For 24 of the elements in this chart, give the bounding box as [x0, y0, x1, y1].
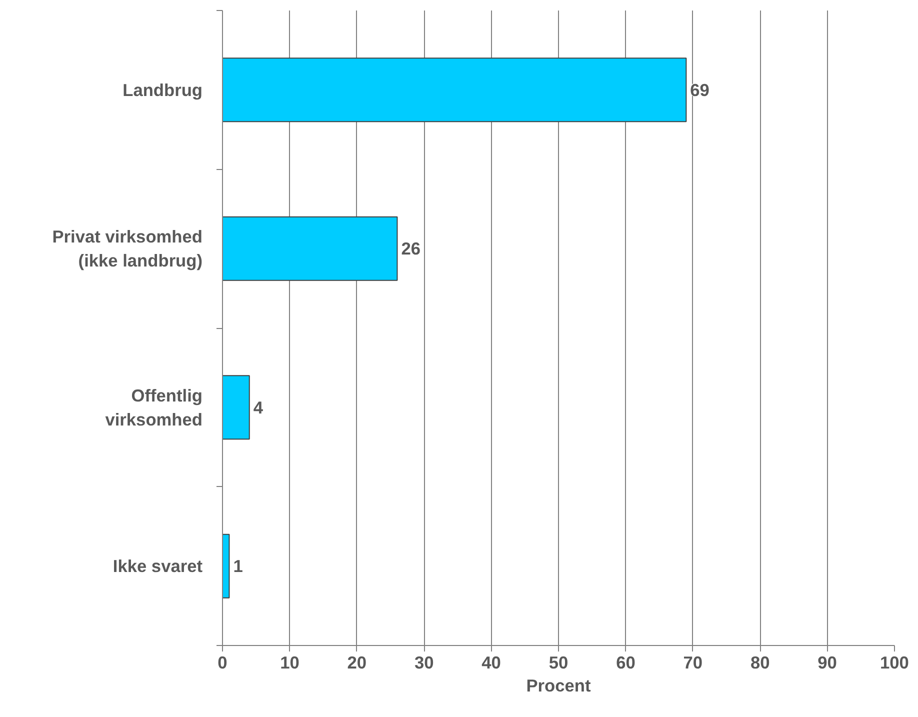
y-tick-label: Landbrug [122, 80, 202, 100]
x-tick-label: 70 [683, 652, 703, 672]
x-axis-title: Procent [526, 676, 591, 696]
y-tick-label: Offentlig virksomhed [105, 385, 203, 430]
bar [222, 534, 230, 598]
bar [222, 375, 250, 440]
x-tick-label: 20 [347, 652, 367, 672]
x-tick-label: 80 [750, 652, 770, 672]
bar [222, 58, 687, 122]
x-tick-label: 50 [548, 652, 568, 672]
y-tick-label: Ikke svaret [112, 556, 203, 576]
x-tick-label: 100 [880, 652, 909, 672]
data-label: 26 [401, 238, 421, 259]
x-tick-label: 40 [482, 652, 501, 672]
x-tick-label: 30 [414, 652, 434, 672]
x-tick-label: 90 [818, 652, 837, 672]
x-tick-label: 10 [280, 652, 300, 672]
y-tick-label: Privat virksomhed (ikke landbrug) [52, 226, 203, 271]
x-tick-label: 0 [218, 652, 228, 672]
data-label: 4 [253, 397, 264, 418]
bar [222, 216, 398, 281]
x-tick-label: 60 [616, 652, 636, 672]
data-label: 1 [233, 556, 244, 576]
data-label: 69 [690, 80, 710, 100]
